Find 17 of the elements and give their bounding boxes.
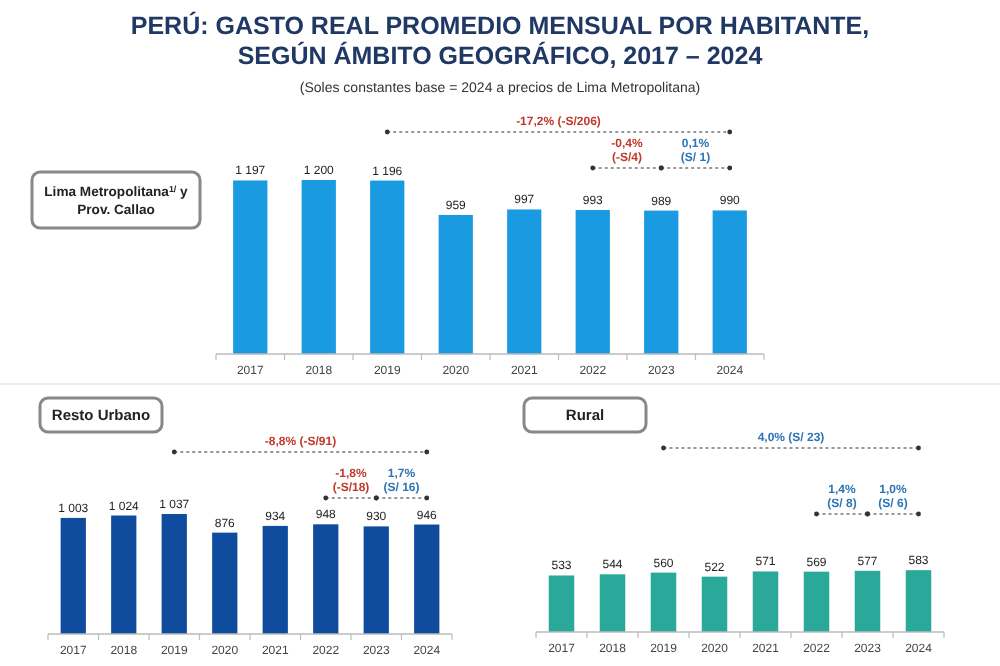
- bar: [575, 210, 610, 354]
- bar: [414, 524, 440, 634]
- bar: [313, 524, 339, 634]
- bar: [438, 214, 473, 354]
- bar: [60, 517, 86, 634]
- bar: [111, 515, 137, 634]
- bar: [262, 525, 288, 634]
- bar: [370, 180, 405, 354]
- bar: [712, 210, 747, 354]
- bar: [644, 210, 679, 354]
- bar: [507, 209, 542, 354]
- bar: [363, 526, 389, 634]
- text: PERÚ: GASTO REAL PROMEDIO MENSUAL POR HABITANTE, SEGÚN ÁMBITO GEOGRÁFICO, 2017 – 2024: [130, 10, 870, 70]
- bar: [212, 532, 238, 634]
- bar: [301, 180, 336, 354]
- bar: [161, 514, 187, 634]
- bar: [233, 180, 268, 354]
